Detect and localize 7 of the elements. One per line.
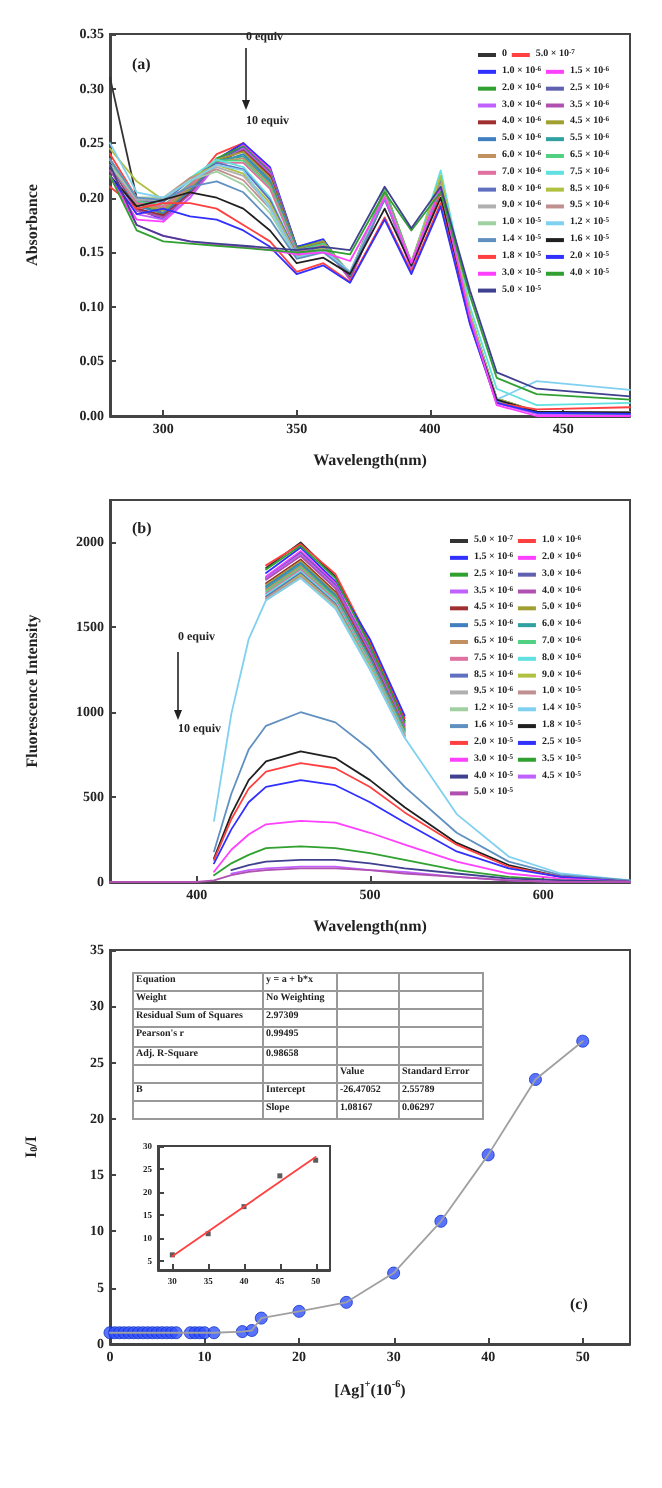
annotation: (c)	[570, 1295, 589, 1313]
y-axis-title: Fluorescence Intensity	[23, 614, 41, 768]
x-axis-title: Wavelength(nm)	[313, 451, 428, 470]
x-axis-title: Wavelength(nm)	[313, 917, 428, 936]
annotation: (b)	[132, 519, 153, 537]
y-axis-title: Absorbance	[23, 183, 41, 266]
annotation: (a)	[132, 55, 152, 73]
